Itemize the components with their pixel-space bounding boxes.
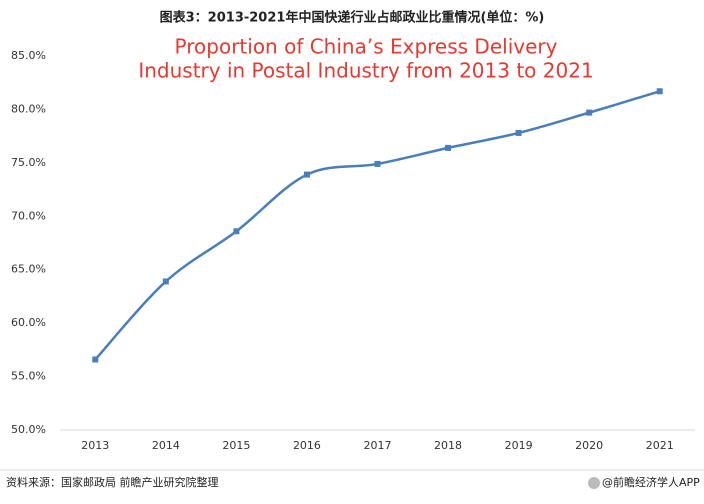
y-tick-label: 50.0%	[11, 423, 46, 436]
source-note: 资料来源：国家邮政局 前瞻产业研究院整理	[6, 475, 219, 489]
point-marker	[162, 278, 169, 285]
point-marker	[445, 144, 452, 151]
y-tick-label: 55.0%	[11, 370, 46, 383]
x-tick-label: 2017	[364, 439, 392, 452]
point-marker	[586, 109, 593, 116]
point-marker	[233, 228, 240, 235]
point-marker	[515, 129, 522, 136]
line-series	[94, 90, 661, 361]
point-marker	[303, 171, 310, 178]
point-marker	[656, 88, 663, 95]
x-tick-label: 2018	[434, 439, 462, 452]
chart-subtitle: Industry in Postal Industry from 2013 to…	[138, 59, 593, 83]
x-tick-label: 2014	[152, 439, 180, 452]
chart-subtitle: Proportion of China’s Express Delivery	[175, 35, 558, 59]
y-tick-label: 80.0%	[11, 102, 46, 115]
y-tick-label: 85.0%	[11, 49, 46, 62]
credit-icon	[588, 477, 600, 489]
point-marker	[92, 356, 99, 363]
y-tick-label: 75.0%	[11, 156, 46, 169]
y-tick-label: 65.0%	[11, 263, 46, 276]
y-tick-label: 70.0%	[11, 209, 46, 222]
x-tick-label: 2016	[293, 439, 321, 452]
x-tick-label: 2013	[81, 439, 109, 452]
credit: @前瞻经济学人APP	[602, 475, 700, 489]
point-marker	[374, 160, 381, 167]
x-tick-label: 2015	[222, 439, 250, 452]
y-tick-label: 60.0%	[11, 316, 46, 329]
x-tick-label: 2021	[646, 439, 674, 452]
chart-title: 图表3：2013-2021年中国快递行业占邮政业比重情况(单位：%)	[160, 10, 545, 26]
x-tick-label: 2019	[505, 439, 533, 452]
x-tick-label: 2020	[575, 439, 603, 452]
